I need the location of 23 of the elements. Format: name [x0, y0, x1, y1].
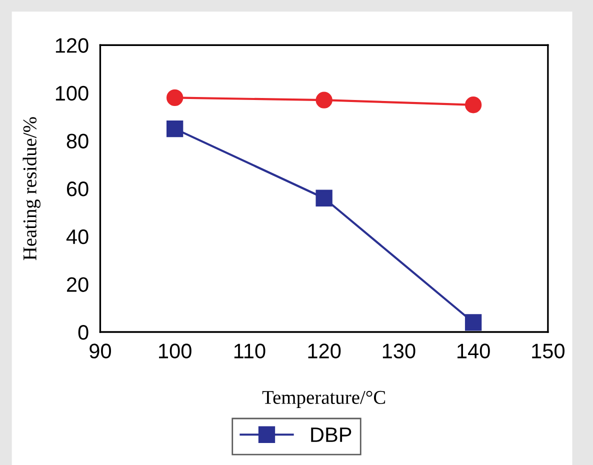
x-tick-label: 150 [532, 344, 564, 358]
x-tick-label: 140 [458, 344, 490, 358]
x-tick-label: 120 [308, 344, 341, 358]
y-axis-title: Heating residue/% [22, 117, 40, 260]
y-tick-label: 60 [66, 182, 88, 196]
point [316, 190, 332, 206]
point [464, 314, 482, 331]
y-tick-label: 0 [78, 325, 88, 340]
x-tick-label: 110 [234, 344, 266, 358]
point [166, 120, 184, 138]
point [464, 96, 482, 114]
y-tick-label: 120 [56, 38, 88, 53]
legend-label: DBP [311, 428, 352, 442]
y-tick-label: 100 [56, 86, 88, 101]
x-axis-title: Temperature/°C [262, 390, 386, 408]
y-tick-label: 80 [66, 134, 88, 148]
point [316, 92, 332, 108]
point [166, 89, 184, 106]
x-tick-label: 90 [90, 344, 111, 358]
x-tick-label: 100 [159, 344, 192, 358]
y-tick-label: 20 [66, 277, 88, 292]
y-tick-label: 40 [66, 229, 88, 244]
x-tick-label: 130 [382, 344, 416, 358]
